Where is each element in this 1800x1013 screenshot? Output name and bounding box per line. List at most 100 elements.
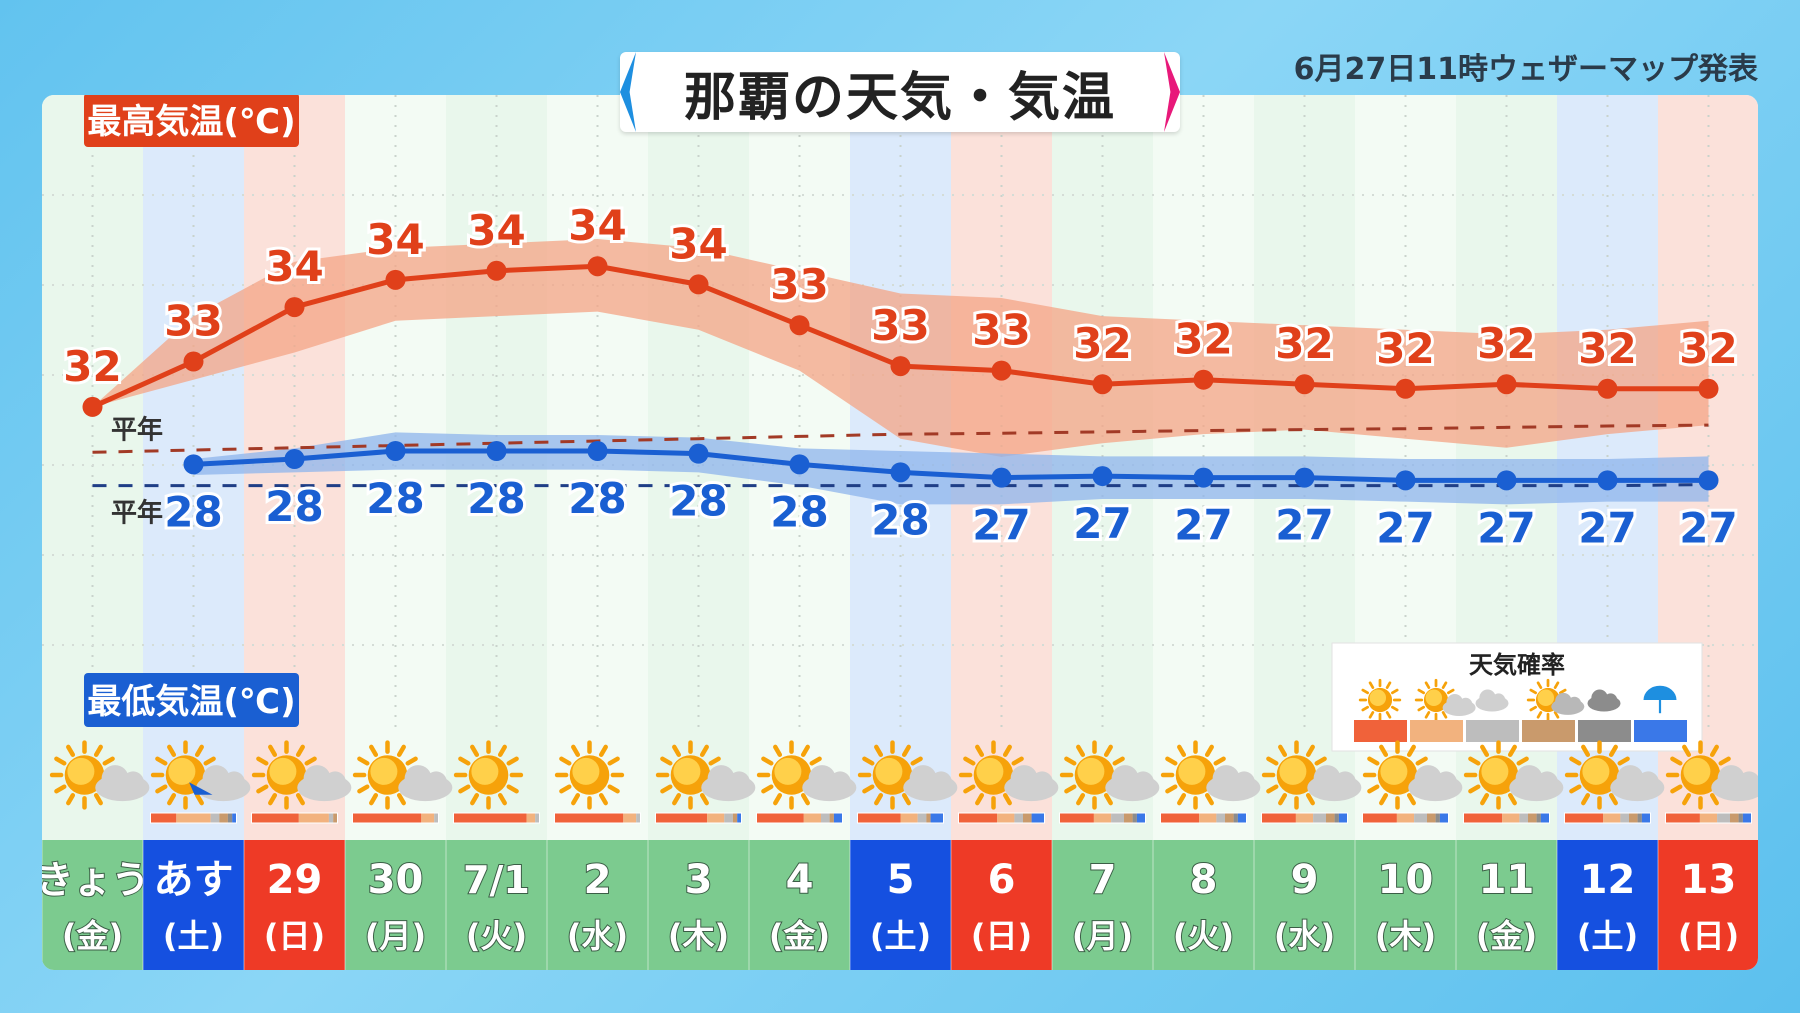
date-cell-bg (547, 840, 648, 970)
sun-ray (1204, 793, 1214, 806)
sun-ray (1424, 681, 1431, 689)
low-temp-line-point (385, 441, 406, 461)
cloud-puff (1414, 765, 1442, 793)
probability-bar-segment (1014, 813, 1023, 823)
date-cell-bg (951, 840, 1052, 970)
cloud-puff (1567, 696, 1581, 710)
probability-bar (958, 812, 1045, 824)
high-temp-label: 34 (366, 215, 424, 264)
probability-bar-segment (1362, 813, 1397, 823)
sun-cloud-icon (655, 740, 756, 810)
date-label: 8 (1190, 857, 1218, 903)
sun-ray (910, 756, 923, 766)
cloud-puff (1717, 765, 1745, 793)
probability-bar-segment (1519, 813, 1528, 823)
sun-highlight (1279, 757, 1307, 785)
sun-cloud-icon (49, 740, 150, 810)
sun-ray (1165, 756, 1178, 766)
date-cell-bg (244, 840, 345, 970)
sun-ray (1406, 793, 1416, 806)
probability-bar (453, 812, 540, 824)
probability-bar (655, 812, 742, 824)
sun-highlight (1380, 757, 1408, 785)
high-temp-line-point (82, 396, 103, 417)
sun-ray (54, 784, 67, 794)
sun-ray (256, 784, 269, 794)
sun-highlight (774, 757, 802, 785)
cloud-puff (1233, 771, 1255, 793)
sun-ray (1278, 744, 1288, 757)
sun-ray (295, 793, 305, 806)
sun-ray (773, 793, 783, 806)
date-label: 9 (1291, 857, 1319, 903)
high-temp-label: 33 (972, 306, 1030, 355)
sun-highlight (673, 757, 701, 785)
legend-icon (1475, 689, 1509, 712)
sun-ray (571, 793, 581, 806)
sun-ray (660, 756, 673, 766)
sun-highlight (1369, 689, 1387, 707)
probability-bar (352, 812, 439, 824)
weekday-label: (金) (769, 917, 830, 955)
sun-highlight (1425, 689, 1443, 707)
probability-bar-segment (857, 813, 901, 823)
probability-bar-segment (997, 813, 1015, 823)
date-label: 7 (1089, 857, 1117, 903)
cloud-puff (223, 771, 245, 793)
low-temp-line-point (789, 454, 810, 475)
probability-bar-segment (636, 813, 641, 823)
probability-bar-segment (1023, 813, 1032, 823)
cloud-puff (1616, 765, 1644, 793)
sun-highlight (1077, 757, 1105, 785)
sun-ray (607, 756, 620, 766)
probability-bar-segment (1502, 813, 1520, 823)
legend-icon (1643, 685, 1677, 714)
probability-bar-segment (1132, 813, 1137, 823)
sun-highlight (1582, 757, 1610, 785)
date-label: 6 (988, 857, 1016, 903)
sun-ray (1368, 711, 1375, 719)
date-cell-bg (446, 840, 547, 970)
cloud-puff (1031, 771, 1053, 793)
probability-bar-segment (176, 813, 211, 823)
sun-ray (194, 744, 204, 757)
low-temp-line-point (1193, 467, 1214, 488)
sun-ray (1529, 688, 1537, 695)
probability-bar-segment (333, 813, 338, 823)
sun-ray (1305, 744, 1315, 757)
probability-bar-segment (298, 813, 329, 823)
sun-ray (155, 784, 168, 794)
weekday-label: (月) (1072, 917, 1133, 955)
cloud-puff (425, 771, 447, 793)
probability-bar-segment (150, 813, 177, 823)
cloud-puff (1459, 697, 1473, 711)
high-temp-label: 34 (669, 219, 727, 268)
high-temp-label: 32 (1578, 324, 1636, 373)
sun-ray (1569, 784, 1582, 794)
probability-bar (1362, 812, 1449, 824)
sun-ray (1536, 681, 1543, 689)
high-temp-label: 32 (1174, 315, 1232, 364)
date-label: 4 (786, 857, 814, 903)
cloud-puff (1212, 765, 1240, 793)
sun-ray (1608, 744, 1618, 757)
sun-ray (1581, 793, 1591, 806)
normal-low-label: 平年 (111, 498, 163, 529)
probability-bar-segment (732, 813, 738, 823)
sun-ray (102, 756, 115, 766)
sun-ray (1064, 756, 1077, 766)
sun-ray (295, 744, 305, 757)
high-temp-label: 32 (63, 342, 121, 391)
probability-bar-segment (1093, 813, 1112, 823)
cloud-puff (1479, 689, 1496, 707)
date-cell-bg (1456, 840, 1557, 970)
sun-ray (268, 793, 278, 806)
legend-icon (1587, 689, 1621, 712)
probability-bar (1564, 812, 1651, 824)
probability-bar-segment (1528, 813, 1537, 823)
sun-ray (1447, 688, 1455, 695)
sun-ray (1417, 705, 1425, 712)
sun-highlight (875, 757, 903, 785)
sun-ray (809, 756, 822, 766)
probability-bar-segment (1059, 813, 1094, 823)
